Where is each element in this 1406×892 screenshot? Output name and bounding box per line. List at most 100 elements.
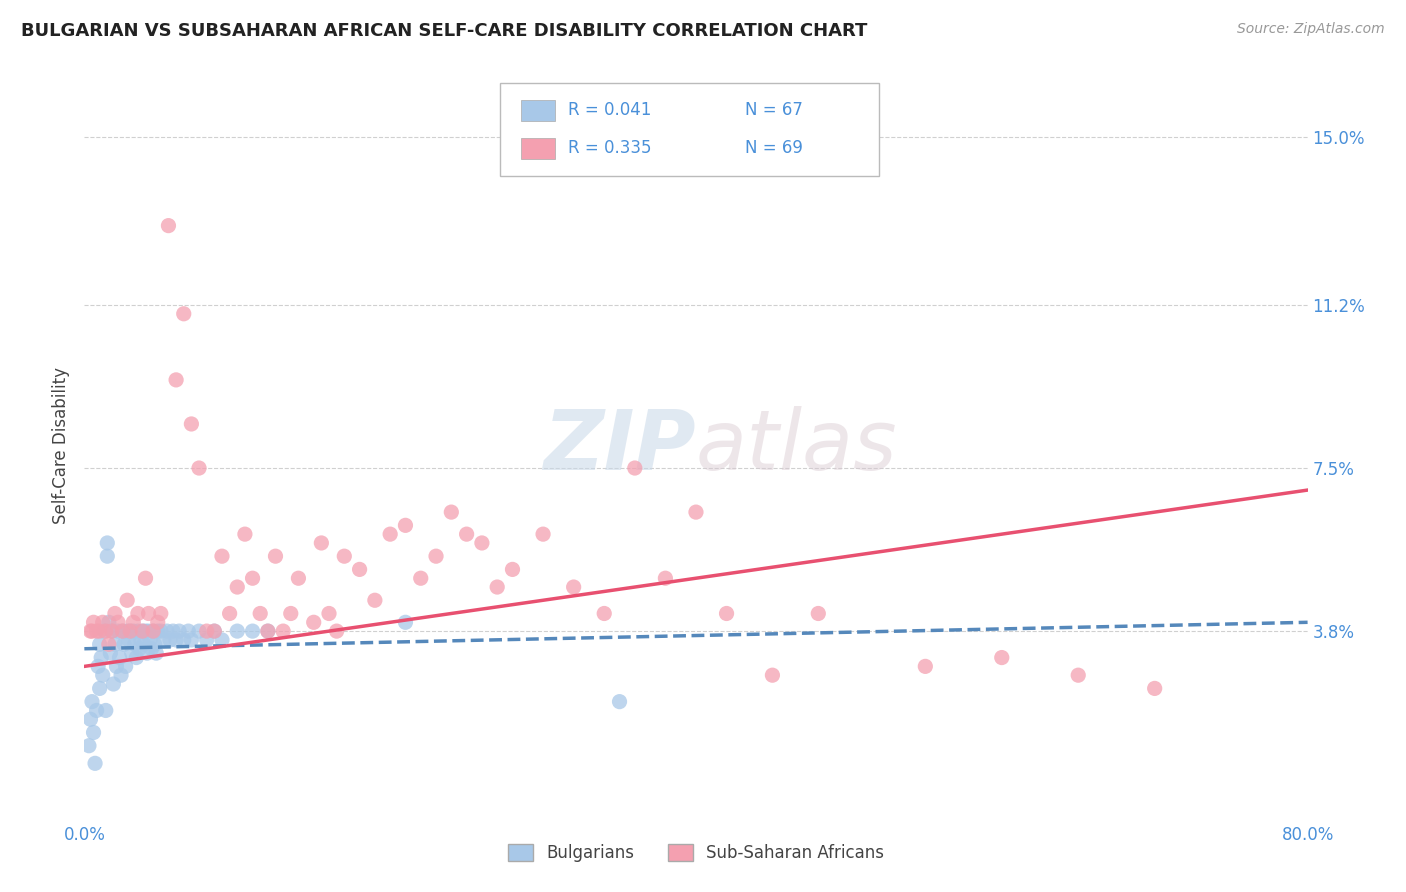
Text: R = 0.041: R = 0.041 — [568, 102, 651, 120]
Point — [456, 527, 478, 541]
Point — [271, 624, 294, 639]
Point — [120, 624, 142, 639]
Point — [195, 632, 218, 647]
Point — [440, 505, 463, 519]
Point — [249, 607, 271, 621]
Point — [112, 637, 135, 651]
Point — [114, 659, 136, 673]
Text: atlas: atlas — [696, 406, 897, 486]
Point — [761, 668, 783, 682]
Point — [1067, 668, 1090, 682]
Point — [188, 461, 211, 475]
Point — [180, 417, 202, 431]
Point — [173, 632, 195, 647]
Point — [124, 637, 146, 651]
Point — [146, 624, 169, 639]
Point — [425, 549, 447, 564]
Point — [136, 646, 159, 660]
Point — [80, 624, 103, 639]
Point — [914, 659, 936, 673]
Point — [257, 624, 280, 639]
Point — [195, 624, 218, 639]
Point — [94, 703, 117, 717]
Point — [471, 536, 494, 550]
Point — [110, 668, 132, 682]
Point — [101, 624, 124, 639]
Point — [127, 624, 149, 639]
Point — [131, 624, 153, 639]
Point — [264, 549, 287, 564]
Point — [180, 632, 202, 647]
Point — [531, 527, 554, 541]
Point — [149, 607, 172, 621]
FancyBboxPatch shape — [522, 100, 555, 121]
Point — [173, 307, 195, 321]
Point — [318, 607, 340, 621]
Point — [716, 607, 738, 621]
Point — [101, 624, 124, 639]
Text: N = 67: N = 67 — [745, 102, 803, 120]
Point — [242, 571, 264, 585]
Point — [218, 607, 240, 621]
Point — [77, 739, 100, 753]
Point — [107, 624, 129, 639]
Text: ZIP: ZIP — [543, 406, 696, 486]
Point — [202, 624, 225, 639]
Point — [96, 549, 118, 564]
Point — [165, 632, 187, 647]
Point — [118, 632, 141, 647]
Point — [349, 562, 371, 576]
Point — [79, 712, 101, 726]
Point — [211, 549, 233, 564]
Point — [233, 527, 256, 541]
Point — [138, 607, 160, 621]
Point — [177, 624, 200, 639]
Point — [159, 632, 181, 647]
Point — [156, 624, 179, 639]
Point — [132, 637, 155, 651]
Point — [211, 632, 233, 647]
Point — [89, 624, 111, 639]
Point — [142, 624, 165, 639]
Point — [91, 668, 114, 682]
Point — [141, 641, 163, 656]
Point — [333, 549, 356, 564]
Point — [98, 646, 121, 660]
Point — [129, 632, 152, 647]
Text: BULGARIAN VS SUBSAHARAN AFRICAN SELF-CARE DISABILITY CORRELATION CHART: BULGARIAN VS SUBSAHARAN AFRICAN SELF-CAR… — [21, 22, 868, 40]
Point — [111, 624, 134, 639]
Point — [145, 646, 167, 660]
Point — [409, 571, 432, 585]
Point — [325, 624, 347, 639]
Point — [162, 624, 184, 639]
Y-axis label: Self-Care Disability: Self-Care Disability — [52, 368, 70, 524]
Point — [84, 756, 107, 771]
Point — [115, 624, 138, 639]
Point — [122, 624, 145, 639]
Point — [364, 593, 387, 607]
Point — [394, 615, 416, 630]
Point — [121, 646, 143, 660]
Point — [86, 624, 108, 639]
Point — [87, 659, 110, 673]
Point — [380, 527, 402, 541]
Text: Source: ZipAtlas.com: Source: ZipAtlas.com — [1237, 22, 1385, 37]
Text: N = 69: N = 69 — [745, 139, 803, 157]
Point — [108, 650, 131, 665]
Text: R = 0.335: R = 0.335 — [568, 139, 651, 157]
Point — [311, 536, 333, 550]
Point — [135, 571, 157, 585]
Point — [80, 695, 103, 709]
Point — [91, 615, 114, 630]
Point — [167, 624, 190, 639]
Point — [807, 607, 830, 621]
Point — [226, 580, 249, 594]
Point — [89, 681, 111, 696]
Point — [127, 607, 149, 621]
Point — [103, 677, 125, 691]
Point — [226, 624, 249, 639]
Point — [502, 562, 524, 576]
Point — [120, 624, 142, 639]
Point — [991, 650, 1014, 665]
Point — [128, 641, 150, 656]
